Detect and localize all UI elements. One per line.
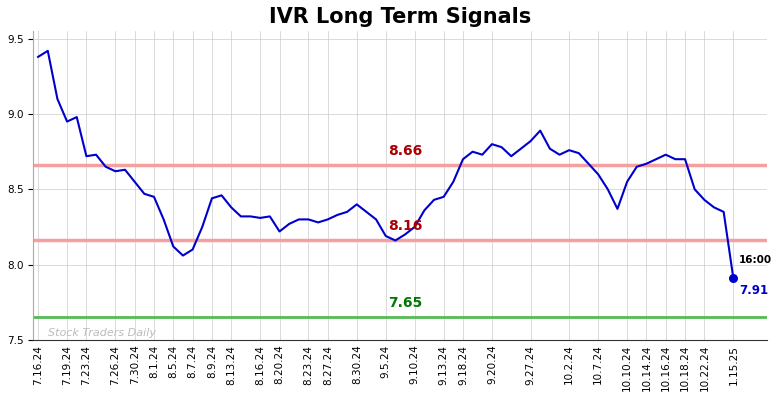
Text: 8.66: 8.66 xyxy=(388,144,422,158)
Text: 7.65: 7.65 xyxy=(388,296,422,310)
Point xyxy=(727,275,739,281)
Title: IVR Long Term Signals: IVR Long Term Signals xyxy=(269,7,532,27)
Text: 16:00: 16:00 xyxy=(739,255,772,265)
Text: 7.91: 7.91 xyxy=(739,284,768,297)
Text: Stock Traders Daily: Stock Traders Daily xyxy=(48,328,156,338)
Text: 8.16: 8.16 xyxy=(388,219,423,233)
